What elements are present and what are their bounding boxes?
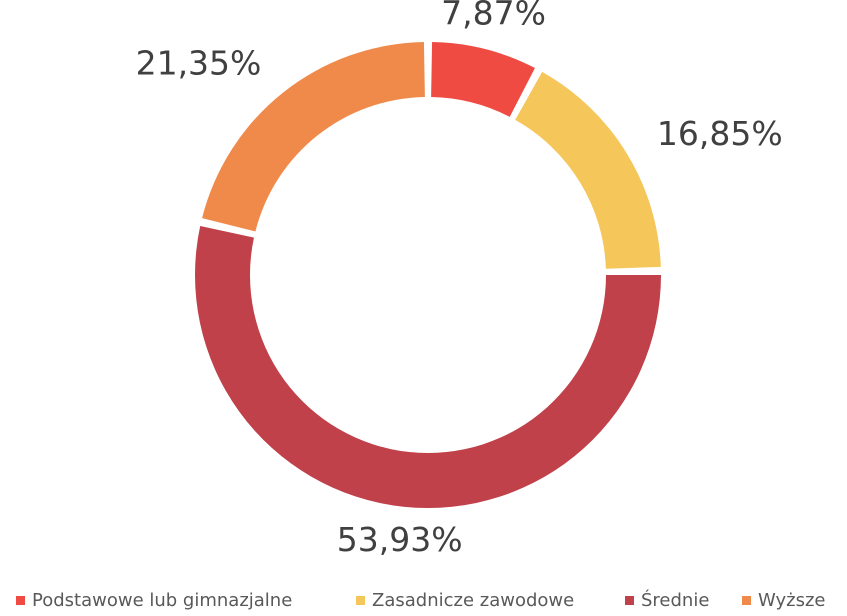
data-label: 21,35%	[136, 44, 262, 83]
legend-label: Średnie	[641, 589, 709, 611]
data-label: 16,85%	[657, 114, 783, 153]
legend-label: Zasadnicze zawodowe	[372, 590, 574, 611]
donut-segment	[431, 42, 535, 117]
donut-segment	[202, 42, 425, 232]
legend-marker	[625, 596, 634, 605]
legend-label: Podstawowe lub gimnazjalne	[32, 590, 292, 611]
data-label: 7,87%	[441, 0, 546, 33]
donut-segment	[194, 226, 661, 509]
legend-marker	[16, 596, 25, 605]
legend-marker	[356, 596, 365, 605]
legend-marker	[742, 596, 751, 605]
data-label: 53,93%	[337, 520, 463, 559]
donut-segment	[515, 71, 661, 269]
legend-label: Wyższe	[758, 590, 825, 611]
